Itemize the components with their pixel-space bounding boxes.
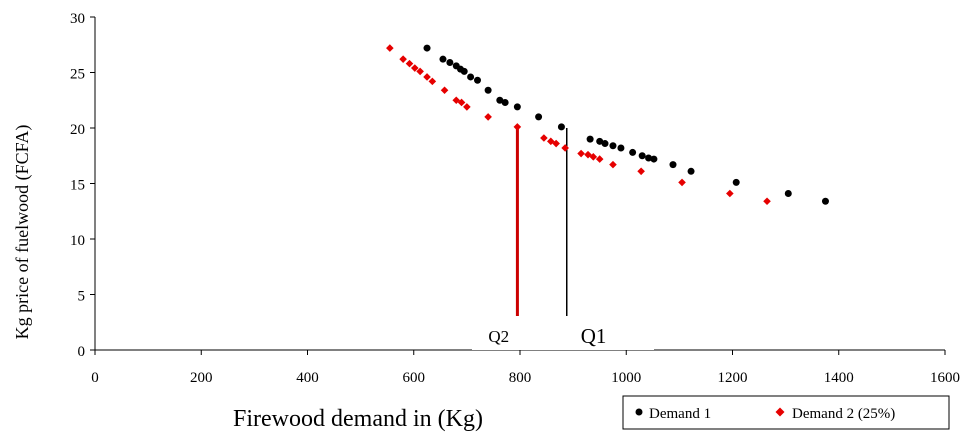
demand-1-point [501, 98, 509, 106]
demand-1-point [474, 76, 481, 84]
demand-2-point [609, 160, 617, 169]
legend-label-demand-1: Demand 1 [649, 406, 711, 422]
q2-label: Q2 [488, 327, 509, 346]
y-axis-title: Kg price of fuelwood (FCFA) [12, 125, 33, 340]
x-tick-label: 400 [296, 370, 319, 386]
demand-1-point [821, 197, 829, 205]
x-tick-labels: 0 200 400 600 800 1000 1200 1400 1600 [91, 370, 960, 386]
x-tick-label: 0 [91, 370, 99, 386]
demand-1-point [638, 152, 646, 160]
x-tick-label: 1400 [824, 370, 854, 386]
y-tick-label: 10 [70, 233, 85, 249]
demand-2-point [584, 150, 592, 159]
demand-2-point [540, 134, 548, 142]
demand-1-point [460, 67, 468, 75]
demand-2-point [547, 137, 555, 146]
legend-box [622, 395, 950, 430]
demand-1-point [650, 155, 658, 163]
demand-1-point [617, 144, 625, 152]
demand-1-point [784, 189, 792, 197]
demand-2-point [577, 149, 585, 158]
demand-2-point [463, 103, 471, 111]
demand-2-point [637, 167, 645, 176]
demand-1-point [645, 154, 653, 162]
demand-1-point [609, 142, 617, 150]
y-tick-label: 0 [78, 344, 86, 360]
demand-2-point [386, 44, 394, 52]
demand-1-point [732, 178, 740, 186]
y-tick-label: 15 [70, 178, 85, 194]
demand-1-point [669, 161, 677, 169]
demand-1-point [496, 96, 504, 104]
x-axis-title: Firewood demand in (Kg) [233, 406, 483, 432]
demand-2-point [484, 113, 492, 121]
demand-2-point [428, 77, 437, 86]
demand-1-point [586, 135, 594, 143]
demand-2-point [589, 153, 598, 161]
legend: Demand 1 Demand 2 (25%) [622, 395, 950, 430]
q1-label: Q1 [581, 324, 607, 348]
legend-marker-demand-2 [775, 407, 785, 417]
demand-1-point [446, 59, 454, 67]
demand-1-point [687, 167, 695, 175]
demand-1-point [629, 148, 637, 156]
demand-2-point [416, 67, 424, 76]
x-tick-label: 200 [190, 370, 213, 386]
demand-2-point [678, 178, 686, 187]
demand-1-point [439, 55, 447, 63]
x-tick-label: 800 [509, 370, 532, 386]
demand-2-point [726, 189, 734, 198]
y-tick-label: 30 [70, 11, 85, 27]
quantity-markers: Q1 Q2 [472, 125, 654, 350]
demand-2-point [457, 98, 466, 107]
demand-2-point [513, 123, 522, 131]
demand-2-point [552, 139, 560, 148]
data-points [386, 44, 829, 206]
demand-1-point [467, 73, 475, 81]
demand-1-point [557, 123, 565, 131]
demand-1-point [596, 137, 604, 145]
y-tick-label: 20 [70, 122, 85, 138]
demand-1-point [535, 113, 543, 121]
demand-2-point [423, 73, 431, 81]
x-tick-label: 1000 [611, 370, 641, 386]
demand-1-point [484, 86, 492, 94]
demand-2-point [411, 64, 419, 72]
x-tick-label: 600 [403, 370, 426, 386]
y-tick-labels: 0 5 10 15 20 25 30 [70, 11, 85, 360]
demand-1-point [513, 103, 521, 111]
legend-marker-demand-1 [635, 408, 643, 416]
demand-2-point [595, 155, 604, 163]
demand-1-point [601, 140, 609, 148]
annotation-mask [472, 316, 654, 350]
demand-2-point [440, 86, 449, 95]
y-tick-label: 5 [78, 289, 86, 305]
demand-2-point [763, 197, 771, 206]
y-tick-label: 25 [70, 67, 85, 83]
demand-1-point [423, 44, 431, 52]
demand-2-point [561, 144, 569, 152]
x-tick-label: 1200 [718, 370, 748, 386]
demand-2-point [399, 55, 407, 63]
x-tick-label: 1600 [930, 370, 960, 386]
legend-label-demand-2: Demand 2 (25%) [792, 406, 895, 422]
demand-2-point [405, 59, 414, 68]
